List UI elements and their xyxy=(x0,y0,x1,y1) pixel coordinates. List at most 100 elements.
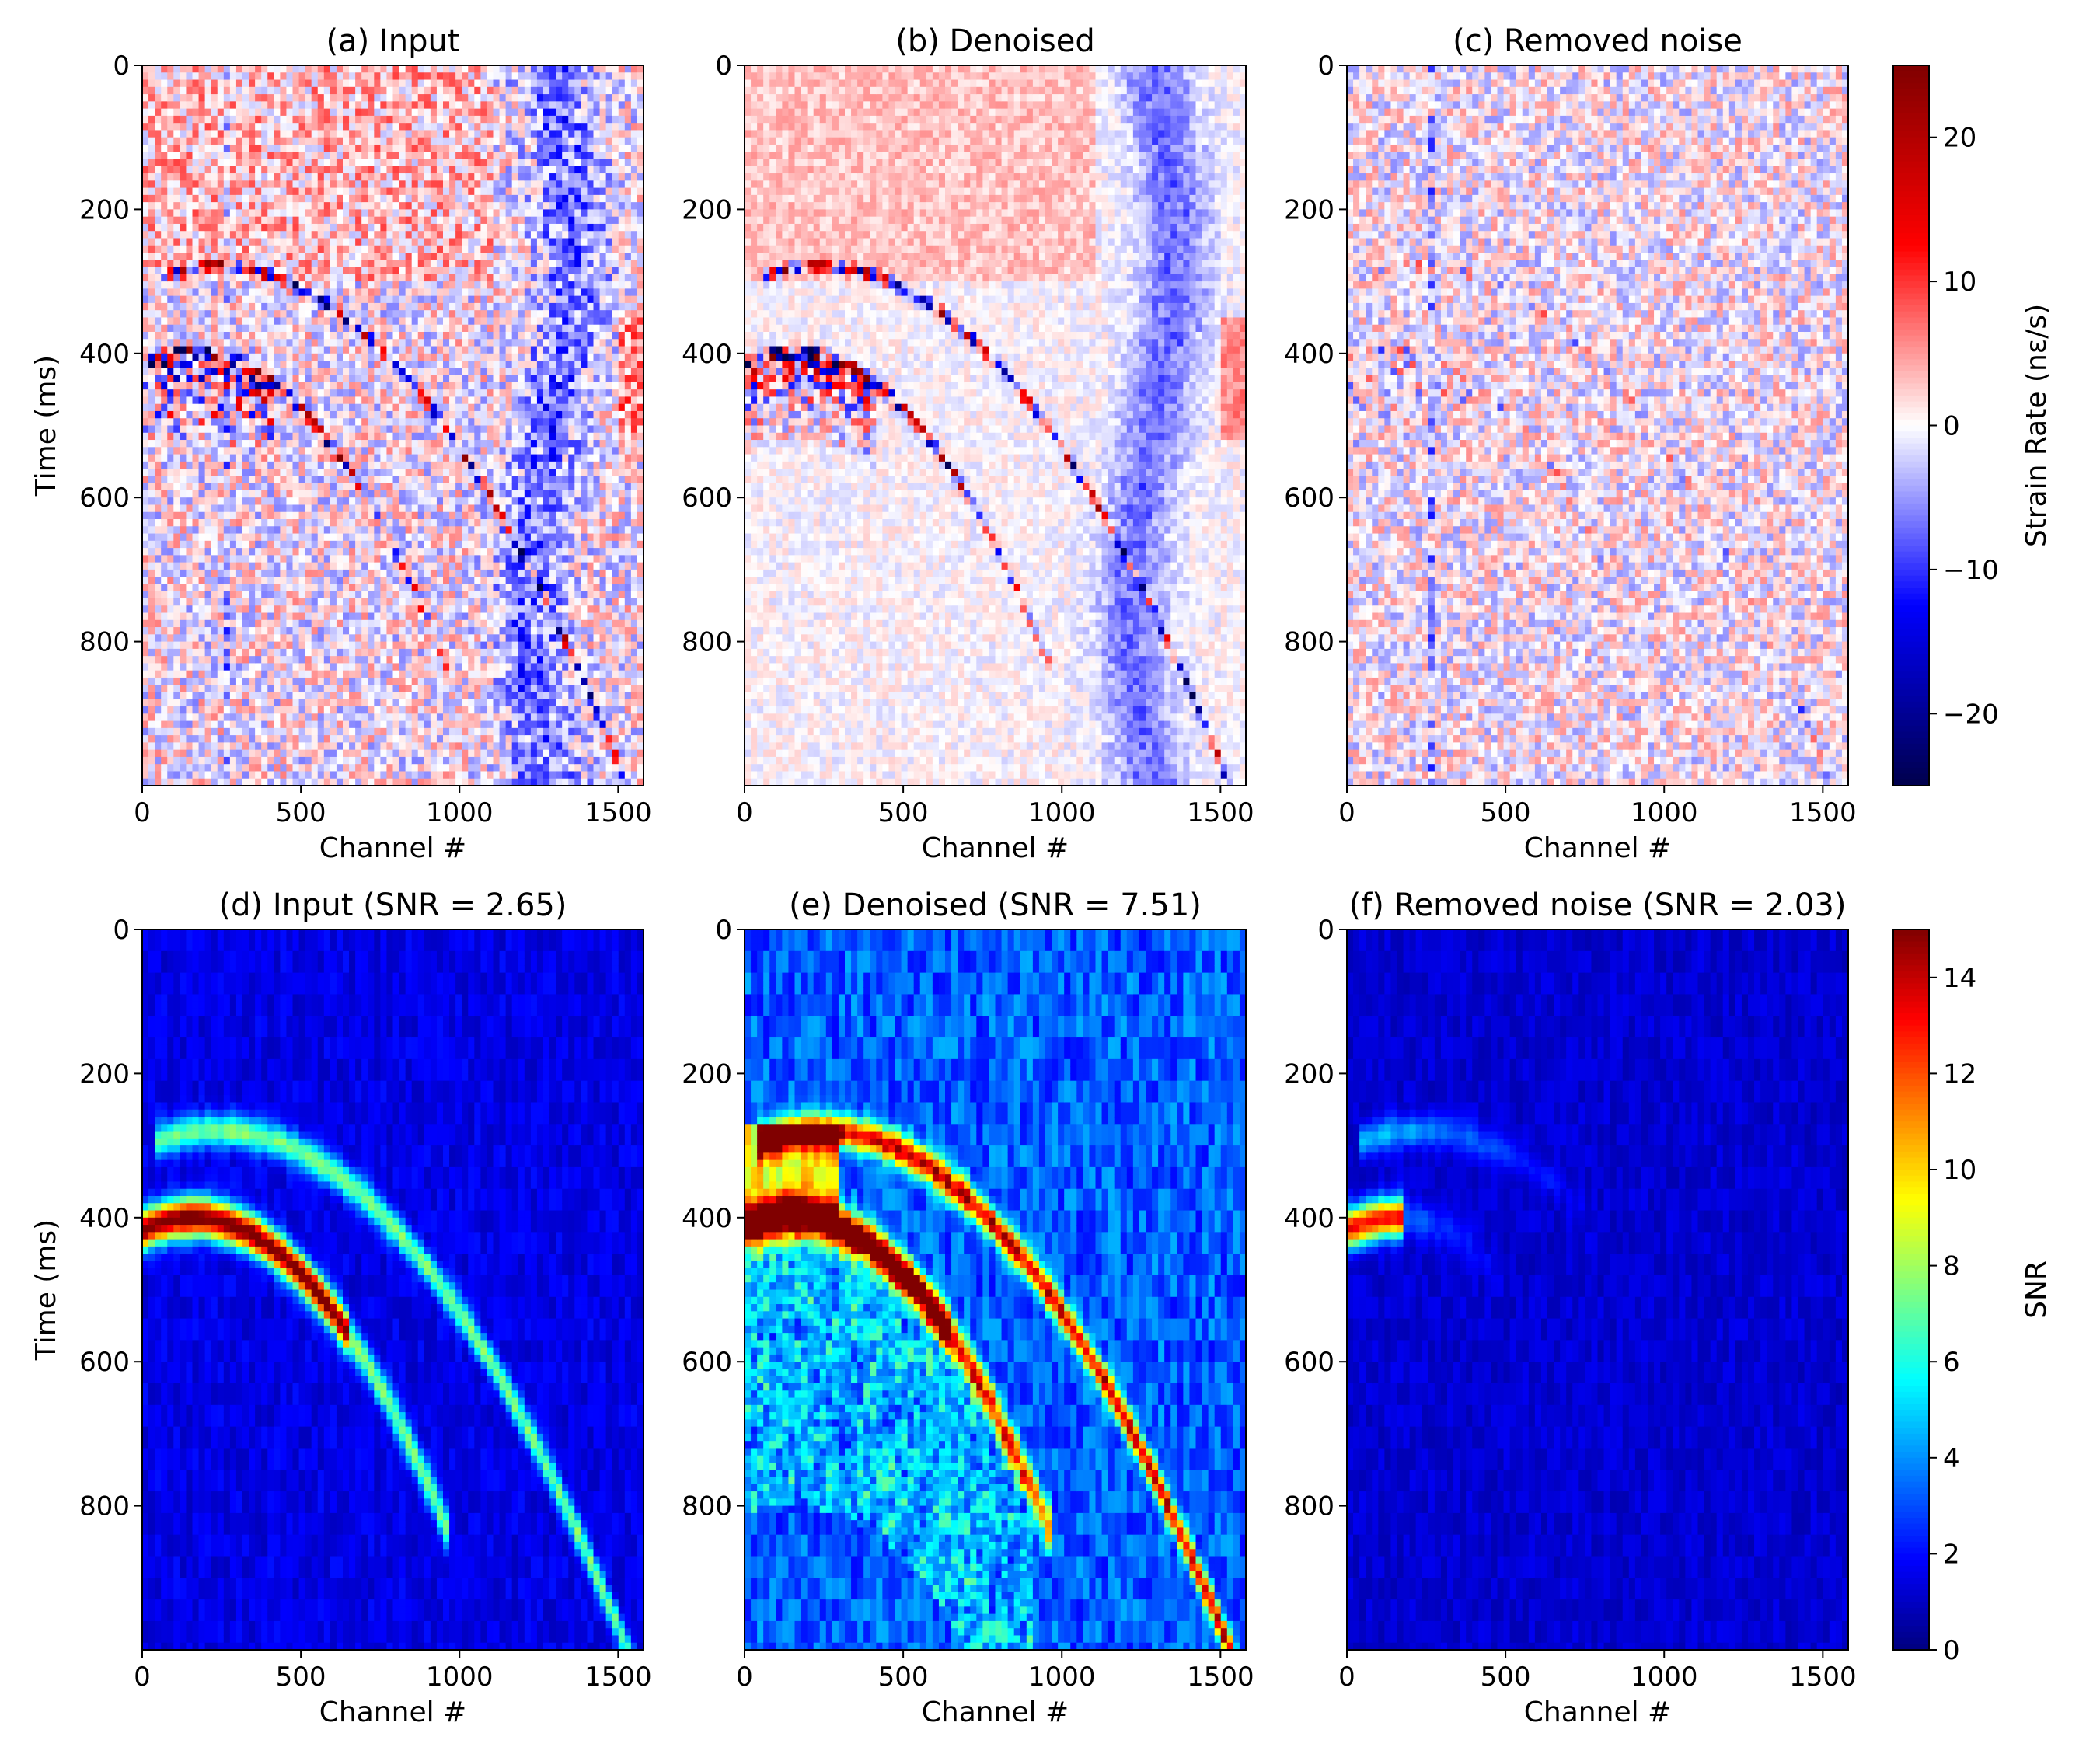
heat-cell xyxy=(173,504,180,512)
heat-cell xyxy=(186,411,193,419)
heat-cell xyxy=(173,339,180,347)
heat-cell xyxy=(173,570,180,577)
heat-cell xyxy=(142,138,149,145)
heat-cell xyxy=(186,231,193,239)
heat-cell xyxy=(193,548,200,556)
heat-cell xyxy=(161,706,168,714)
heat-cell xyxy=(148,267,155,275)
heat-cell xyxy=(180,620,187,628)
heat-cell xyxy=(173,303,180,311)
heat-cell xyxy=(173,180,180,188)
heat-cell xyxy=(155,361,162,368)
heat-cell xyxy=(186,699,193,707)
heat-cell xyxy=(173,87,180,95)
heat-cell xyxy=(186,418,193,426)
heat-cell xyxy=(148,483,155,491)
heat-cell xyxy=(199,188,206,196)
heat-cell xyxy=(161,260,168,267)
heat-cell xyxy=(155,605,162,613)
heat-cell xyxy=(148,231,155,239)
heat-cell xyxy=(180,310,187,318)
heat-cell xyxy=(148,382,155,390)
heat-cell xyxy=(167,627,174,635)
heat-cell xyxy=(161,570,168,577)
heat-cell xyxy=(193,742,200,750)
heat-cell xyxy=(142,504,149,512)
heat-cell xyxy=(186,563,193,570)
heat-cell xyxy=(180,598,187,606)
heat-cell xyxy=(186,332,193,340)
heat-cell xyxy=(180,224,187,232)
heat-cell xyxy=(161,166,168,174)
heat-cell xyxy=(167,678,174,685)
heat-cell xyxy=(186,310,193,318)
heat-cell xyxy=(148,469,155,476)
heat-cell xyxy=(173,426,180,434)
heat-cell xyxy=(199,180,206,188)
heat-cell xyxy=(173,296,180,304)
heat-cell xyxy=(180,742,187,750)
heat-cell xyxy=(148,526,155,534)
heat-cell xyxy=(180,671,187,678)
heat-cell xyxy=(180,267,187,275)
heat-cell xyxy=(186,634,193,642)
heat-cell xyxy=(173,534,180,542)
heat-cell xyxy=(180,634,187,642)
heat-cell xyxy=(180,771,187,779)
heat-cell xyxy=(186,548,193,556)
heat-cell xyxy=(180,339,187,347)
heat-cell xyxy=(167,195,174,203)
heat-cell xyxy=(173,699,180,707)
heat-cell xyxy=(173,771,180,779)
heat-cell xyxy=(167,202,174,210)
heat-cell xyxy=(142,296,149,304)
heat-cell xyxy=(148,591,155,599)
heat-cell xyxy=(180,764,187,772)
heat-cell xyxy=(142,433,149,441)
heat-cell xyxy=(167,750,174,758)
heat-cell xyxy=(186,152,193,159)
heat-cell xyxy=(193,87,200,95)
heat-cell xyxy=(193,288,200,296)
heat-cell xyxy=(155,649,162,657)
heat-cell xyxy=(142,253,149,260)
heat-cell xyxy=(173,483,180,491)
heat-cell xyxy=(142,332,149,340)
heat-cell xyxy=(142,411,149,419)
heat-cell xyxy=(142,584,149,591)
heat-cell xyxy=(173,325,180,333)
heat-cell xyxy=(142,577,149,584)
heat-cell xyxy=(167,130,174,138)
heat-cell xyxy=(186,87,193,95)
heat-cell xyxy=(148,605,155,613)
heat-cell xyxy=(180,563,187,570)
heat-cell xyxy=(173,130,180,138)
heat-cell xyxy=(148,512,155,520)
heat-cell xyxy=(173,469,180,476)
heat-cell xyxy=(186,195,193,203)
heat-cell xyxy=(199,159,206,167)
heat-cell xyxy=(180,476,187,483)
heat-cell xyxy=(148,656,155,664)
heat-cell xyxy=(161,94,168,102)
heat-cell xyxy=(142,462,149,469)
heat-cell xyxy=(180,354,187,361)
heat-cell xyxy=(173,490,180,498)
heat-cell xyxy=(142,598,149,606)
heat-cell xyxy=(161,476,168,483)
heat-cell xyxy=(142,209,149,217)
heat-cell xyxy=(180,526,187,534)
heat-cell xyxy=(193,80,200,88)
heat-cell xyxy=(155,447,162,455)
heat-cell xyxy=(173,123,180,131)
heat-cell xyxy=(180,145,187,152)
heat-cell xyxy=(167,418,174,426)
heat-cell xyxy=(155,296,162,304)
heat-cell xyxy=(180,173,187,181)
heat-cell xyxy=(193,303,200,311)
heat-cell xyxy=(186,627,193,635)
heat-cell xyxy=(161,469,168,476)
heat-cell xyxy=(148,476,155,483)
heat-cell xyxy=(161,678,168,685)
heat-cell xyxy=(180,317,187,325)
